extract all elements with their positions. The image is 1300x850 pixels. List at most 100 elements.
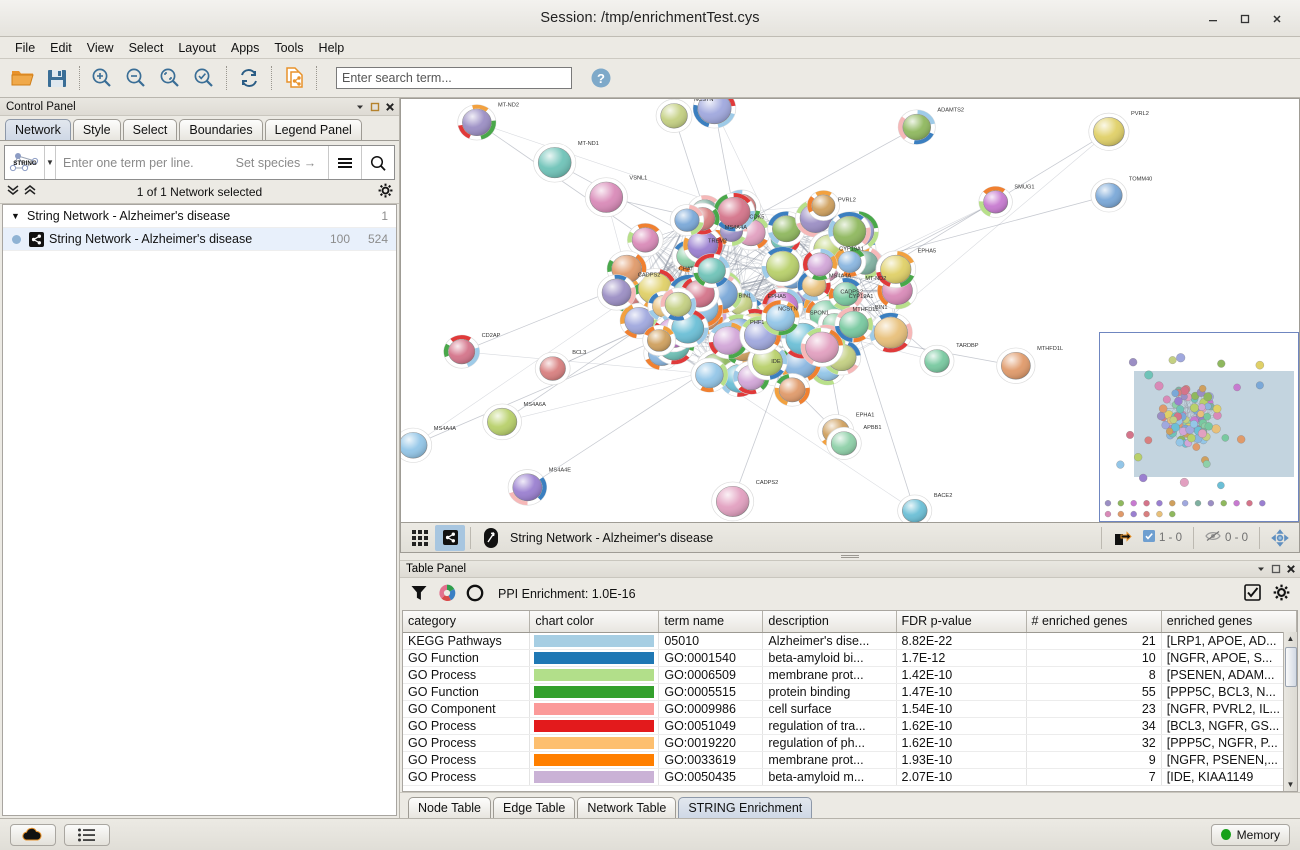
tab-node-table[interactable]: Node Table: [408, 797, 492, 818]
grid-icon[interactable]: [405, 525, 435, 551]
zoom-in-icon[interactable]: [85, 62, 119, 95]
share-network-icon[interactable]: [277, 62, 311, 95]
refresh-icon[interactable]: [232, 62, 266, 95]
cell-chart-color: [529, 632, 660, 650]
expand-all-icon[interactable]: [23, 184, 37, 199]
table-row[interactable]: GO Process GO:0051049 regulation of tra...…: [403, 717, 1297, 735]
chart-color-icon[interactable]: [438, 584, 456, 605]
selected-checkbox-icon[interactable]: [1142, 530, 1155, 545]
collapse-all-icon[interactable]: [6, 184, 20, 199]
tree-child-row[interactable]: String Network - Alzheimer's disease 100…: [3, 228, 396, 251]
donut-icon[interactable]: [466, 584, 484, 605]
tab-boundaries[interactable]: Boundaries: [179, 119, 263, 140]
network-canvas[interactable]: MT-ND2 MT-ND1 VSNL1 ADAMTS2 PVRL2 TOMM40 SMUG1…: [400, 98, 1300, 523]
select-all-icon[interactable]: [1244, 584, 1261, 604]
filter-icon[interactable]: [410, 584, 428, 605]
settings-gear-icon[interactable]: [1273, 584, 1290, 604]
zoom-out-icon[interactable]: [119, 62, 153, 95]
panel-float-icon[interactable]: [370, 102, 380, 112]
col-term-name[interactable]: term name: [658, 611, 764, 633]
tab-select[interactable]: Select: [122, 119, 178, 140]
panel-splitter[interactable]: [400, 553, 1300, 560]
network-settings-gear-icon[interactable]: [378, 183, 393, 201]
cell-genes: [LRP1, APOE, AD...: [1161, 632, 1297, 650]
menu-view[interactable]: View: [86, 40, 114, 55]
network-scrollbar[interactable]: [1289, 99, 1299, 522]
open-session-icon[interactable]: [6, 62, 40, 95]
tab-network-table[interactable]: Network Table: [577, 797, 677, 818]
table-vertical-scrollbar[interactable]: ▲ ▼: [1283, 632, 1297, 791]
menu-select[interactable]: Select: [128, 40, 164, 55]
zoom-fit-icon[interactable]: [153, 62, 187, 95]
tab-legend-panel[interactable]: Legend Panel: [264, 119, 362, 140]
list-icon[interactable]: [64, 823, 110, 846]
annotation-icon[interactable]: [476, 525, 506, 551]
svg-text:TARDBP: TARDBP: [956, 343, 979, 349]
zoom-selected-icon[interactable]: [187, 62, 221, 95]
string-species-dropdown-icon[interactable]: ▼: [45, 146, 56, 179]
tab-network[interactable]: Network: [5, 119, 71, 140]
hamburger-icon[interactable]: [328, 146, 361, 179]
scroll-down-arrow-icon[interactable]: ▼: [1286, 780, 1295, 789]
enrichment-table-area[interactable]: category chart color term name descripti…: [402, 610, 1298, 792]
share-icon[interactable]: [435, 524, 465, 551]
network-graph[interactable]: MT-ND2 MT-ND1 VSNL1 ADAMTS2 PVRL2 TOMM40 SMUG1…: [401, 99, 1299, 522]
scroll-thumb[interactable]: [1284, 647, 1297, 687]
table-row[interactable]: GO Function GO:0005515 protein binding 1.47…: [403, 683, 1297, 701]
menu-edit[interactable]: Edit: [50, 40, 72, 55]
string-query-input[interactable]: Enter one term per line. Set species →: [56, 146, 328, 179]
menu-file[interactable]: File: [15, 40, 36, 55]
maximize-icon[interactable]: [1230, 5, 1260, 33]
birdseye-overview[interactable]: [1099, 332, 1299, 522]
cloud-icon[interactable]: [10, 823, 56, 846]
menu-apps[interactable]: Apps: [230, 40, 260, 55]
tree-expand-triangle-icon[interactable]: ▼: [11, 211, 20, 221]
table-row[interactable]: GO Process GO:0019220 regulation of ph... 1…: [403, 734, 1297, 752]
close-icon[interactable]: [1262, 5, 1292, 33]
network-tree[interactable]: ▼ String Network - Alzheimer's disease 1…: [2, 204, 397, 816]
minimize-icon[interactable]: [1198, 5, 1228, 33]
col-fdr-pvalue[interactable]: FDR p-value: [896, 611, 1027, 633]
tab-string-enrichment[interactable]: STRING Enrichment: [678, 797, 813, 818]
cell-description: beta-amyloid bi...: [762, 649, 897, 667]
memory-status[interactable]: Memory: [1210, 823, 1290, 846]
menu-tools[interactable]: Tools: [274, 40, 304, 55]
table-panel-float-icon[interactable]: [1271, 564, 1281, 577]
table-panel-close-icon[interactable]: [1286, 564, 1296, 577]
table-row[interactable]: GO Process GO:0033619 membrane prot... 1.93…: [403, 751, 1297, 769]
table-toolbar: PPI Enrichment: 1.0E-16: [400, 578, 1300, 610]
help-icon[interactable]: ?: [586, 63, 616, 93]
hidden-eye-icon[interactable]: [1205, 530, 1221, 545]
col-chart-color[interactable]: chart color: [529, 611, 660, 633]
cell-fdr: 8.82E-22: [896, 632, 1027, 650]
tab-edge-table[interactable]: Edge Table: [493, 797, 576, 818]
table-row[interactable]: GO Process GO:0050435 beta-amyloid m... 2.0…: [403, 768, 1297, 786]
table-row[interactable]: GO Process GO:0006509 membrane prot... 1.42…: [403, 666, 1297, 684]
cell-chart-color: [529, 768, 660, 786]
enrichment-table: category chart color term name descripti…: [403, 611, 1297, 786]
menu-layout[interactable]: Layout: [178, 40, 216, 55]
search-icon[interactable]: [361, 146, 394, 179]
col-description[interactable]: description: [762, 611, 897, 633]
tree-root-row[interactable]: ▼ String Network - Alzheimer's disease 1: [3, 205, 396, 228]
toolbar-separator-4: [316, 66, 317, 90]
scroll-up-arrow-icon[interactable]: ▲: [1286, 634, 1295, 643]
col-enriched-gene-count[interactable]: # enriched genes: [1026, 611, 1162, 633]
export-image-icon[interactable]: [1107, 525, 1137, 551]
col-enriched-genes[interactable]: enriched genes: [1161, 611, 1297, 633]
center-network-icon[interactable]: [1265, 525, 1295, 551]
table-panel-dropdown-icon[interactable]: [1256, 564, 1266, 577]
col-category[interactable]: category: [403, 611, 531, 633]
menu-help[interactable]: Help: [318, 40, 345, 55]
panel-close-icon[interactable]: [385, 102, 395, 112]
cell-term-name: GO:0033619: [658, 751, 764, 769]
svg-text:CADPS2: CADPS2: [756, 480, 779, 486]
search-input[interactable]: Enter search term...: [336, 67, 572, 89]
table-row[interactable]: KEGG Pathways 05010 Alzheimer's dise... 8.8…: [403, 632, 1297, 650]
tab-style[interactable]: Style: [72, 119, 121, 140]
set-species-link[interactable]: Set species →: [235, 155, 317, 170]
table-row[interactable]: GO Component GO:0009986 cell surface 1.54E-…: [403, 700, 1297, 718]
save-session-icon[interactable]: [40, 62, 74, 95]
table-row[interactable]: GO Function GO:0001540 beta-amyloid bi... 1…: [403, 649, 1297, 667]
panel-dropdown-icon[interactable]: [355, 102, 365, 112]
